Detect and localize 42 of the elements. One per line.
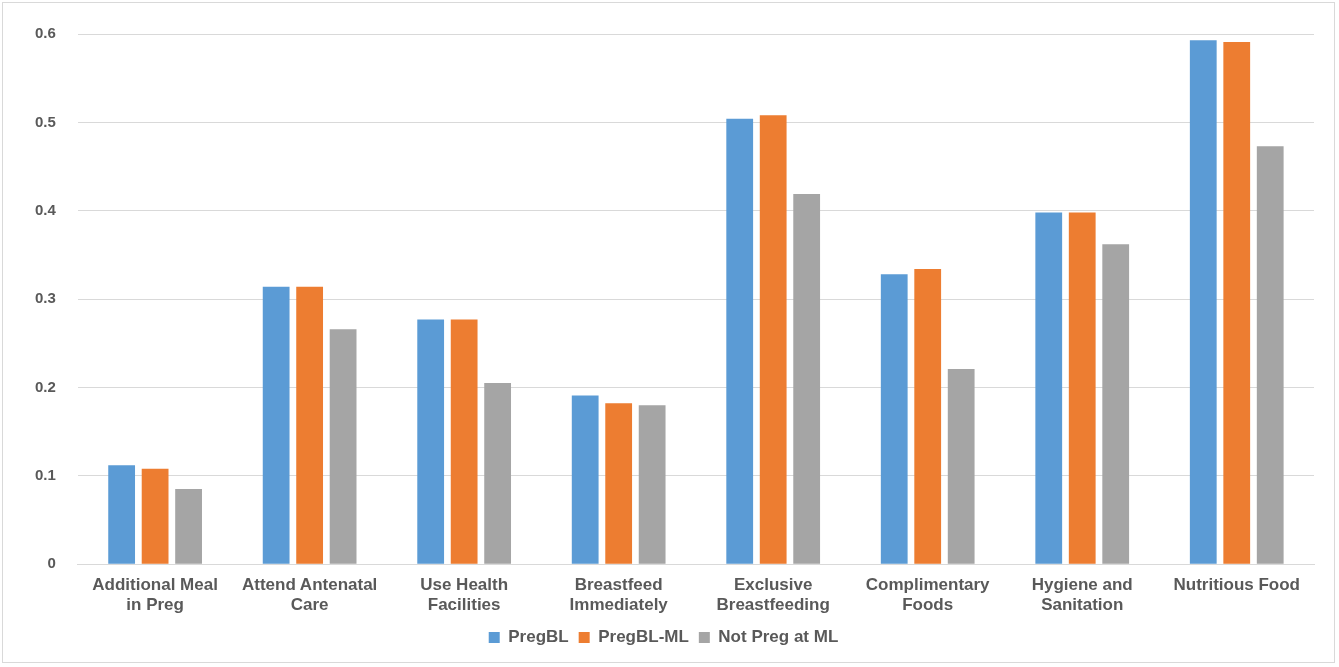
y-tick-label: 0.1 bbox=[34, 465, 56, 483]
x-tick-label: Nutritious Food bbox=[1173, 575, 1301, 595]
bar bbox=[1189, 40, 1217, 564]
bar bbox=[175, 489, 202, 564]
bar bbox=[638, 405, 666, 564]
bar bbox=[141, 468, 169, 564]
bar bbox=[1223, 41, 1251, 564]
bar bbox=[262, 286, 290, 564]
y-tick-label: 0.2 bbox=[34, 377, 56, 395]
legend-label: Not Preg at ML bbox=[718, 627, 839, 647]
x-tick-label: Complimentary Foods bbox=[865, 575, 991, 615]
bar bbox=[1102, 244, 1130, 564]
bar bbox=[605, 403, 633, 564]
bar bbox=[726, 118, 754, 564]
y-tick-label: 0 bbox=[47, 554, 56, 572]
bar bbox=[417, 319, 445, 564]
x-tick-label: Attend Antenatal Care bbox=[241, 575, 378, 615]
bar bbox=[484, 383, 512, 564]
bar bbox=[296, 286, 324, 564]
y-tick-label: 0.4 bbox=[34, 200, 57, 218]
legend-label: PregBL bbox=[508, 627, 569, 647]
x-tick-label: Exclusive Breastfeeding bbox=[716, 575, 830, 615]
y-tick-label: 0.6 bbox=[34, 24, 56, 42]
y-tick-label: 0.5 bbox=[34, 112, 56, 130]
bar bbox=[450, 319, 478, 564]
x-tick-label: Additional Meal in Preg bbox=[92, 575, 218, 615]
legend-label: PregBL-ML bbox=[598, 627, 689, 647]
bar bbox=[1035, 212, 1063, 564]
bar bbox=[947, 368, 975, 564]
bar bbox=[1256, 146, 1284, 564]
bar bbox=[571, 395, 599, 564]
x-tick-label: Breastfeed Immediately bbox=[569, 575, 669, 615]
bar bbox=[1068, 212, 1096, 564]
x-tick-label: Hygiene and Sanitation bbox=[1031, 575, 1133, 615]
bar bbox=[329, 329, 357, 564]
x-tick-label: Use Health Facilities bbox=[420, 575, 509, 615]
bar bbox=[108, 465, 136, 564]
bar bbox=[793, 193, 821, 564]
bar bbox=[759, 115, 787, 564]
bar bbox=[880, 274, 908, 564]
bar bbox=[914, 269, 942, 564]
y-tick-label: 0.3 bbox=[34, 289, 56, 307]
